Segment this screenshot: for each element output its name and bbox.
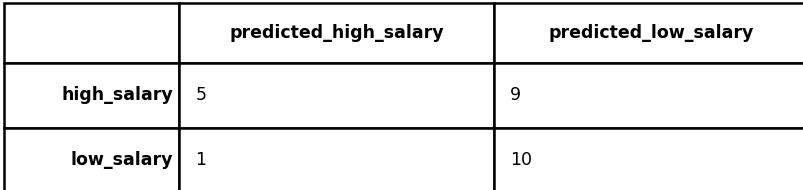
Bar <box>493 128 803 190</box>
Bar <box>179 3 493 63</box>
Text: low_salary: low_salary <box>71 151 173 169</box>
Text: 5: 5 <box>195 86 206 104</box>
Text: predicted_low_salary: predicted_low_salary <box>548 24 752 42</box>
Text: predicted_high_salary: predicted_high_salary <box>229 24 443 42</box>
Bar <box>493 3 803 63</box>
Bar <box>4 63 179 128</box>
Text: 1: 1 <box>195 151 206 169</box>
Text: 9: 9 <box>509 86 520 104</box>
Text: high_salary: high_salary <box>61 86 173 104</box>
Bar <box>179 128 493 190</box>
Bar <box>493 63 803 128</box>
Bar <box>179 63 493 128</box>
Text: 10: 10 <box>509 151 531 169</box>
Bar <box>4 3 179 63</box>
Bar <box>4 128 179 190</box>
